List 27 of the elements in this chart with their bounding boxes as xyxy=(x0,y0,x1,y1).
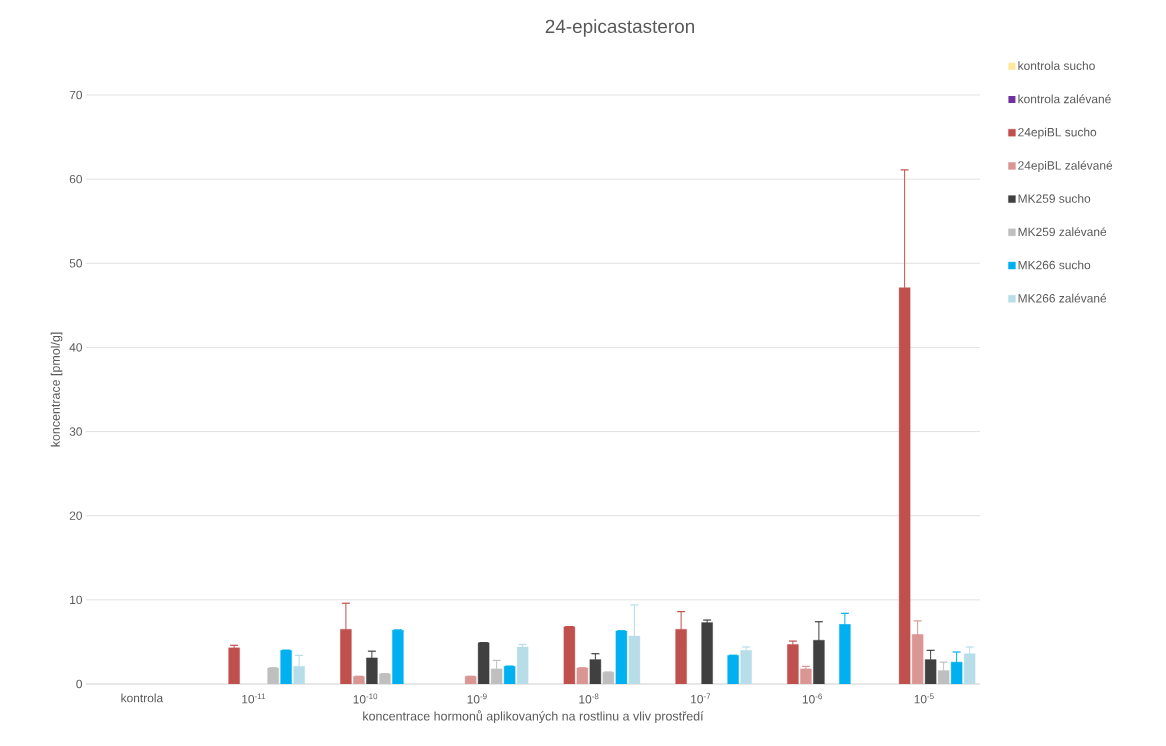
x-tick-label: 10$^{-6}$ xyxy=(802,693,822,704)
y-tick-label: 0 xyxy=(76,679,83,689)
y-tick-label: 20 xyxy=(69,511,83,520)
legend-label: MK259 zalévané xyxy=(1018,227,1107,237)
chart-title: 24-epicastasteron xyxy=(545,19,694,37)
x-tick-label: 10$^{-5}$ xyxy=(914,693,934,704)
y-tick-label: 50 xyxy=(69,259,83,268)
legend-label: kontrola sucho xyxy=(1018,61,1095,70)
legend-label: 24epiBL sucho xyxy=(1018,127,1097,139)
legend-label: MK259 sucho xyxy=(1018,194,1091,203)
legend-label: MK266 zalévané xyxy=(1018,293,1107,303)
x-tick-label: 10$^{-7}$ xyxy=(691,693,711,704)
x-tick-label: 10$^{-9}$ xyxy=(467,693,487,704)
x-tick-label: 10$^{-11}$ xyxy=(242,693,266,704)
legend-label: MK266 sucho xyxy=(1018,260,1091,270)
y-tick-label: 70 xyxy=(69,90,83,100)
y-tick-label: 40 xyxy=(69,343,83,352)
x-tick-label: kontrola xyxy=(121,693,164,703)
y-tick-label: 60 xyxy=(69,174,83,184)
y-axis-title: koncentrace [pmol/g] xyxy=(50,332,63,447)
x-tick-label: 10$^{-8}$ xyxy=(579,693,599,704)
legend-label: 24epiBL zalévané xyxy=(1018,160,1113,173)
y-tick-label: 30 xyxy=(69,427,83,436)
x-tick-label: 10$^{-10}$ xyxy=(353,693,378,704)
y-tick-label: 10 xyxy=(70,595,83,605)
x-axis-title: koncentrace hormonů aplikovaných na rostlinu a vliv prostředí xyxy=(363,710,704,723)
legend-label: kontrola zalévané xyxy=(1018,94,1111,104)
